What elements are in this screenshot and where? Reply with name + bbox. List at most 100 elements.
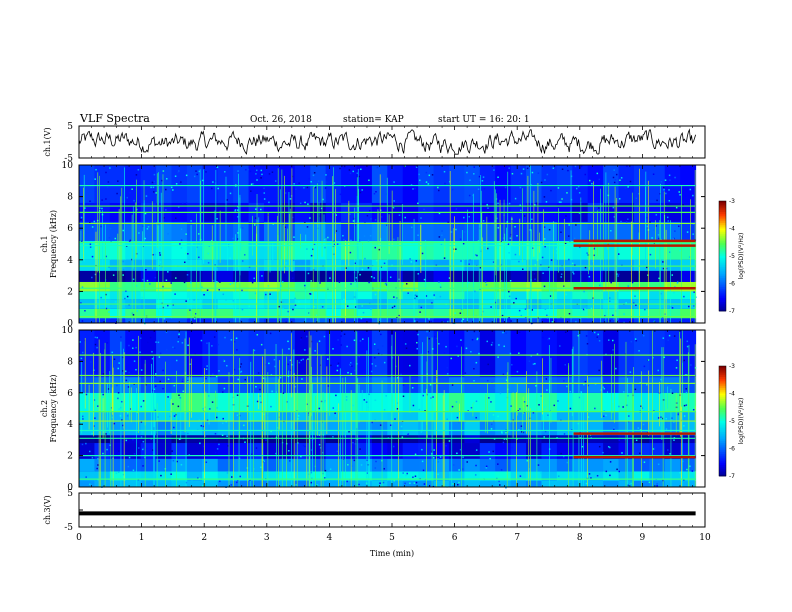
spectrogram-speckle [253,349,256,352]
spectrogram-speckle [281,281,284,283]
spectrogram-speckle [333,243,336,246]
spectrogram-band [109,443,126,459]
spectrogram-speckle [274,365,276,368]
spectrogram-speckle [393,181,395,183]
spectrogram-speckle [572,271,574,273]
spectrogram-band [572,240,589,260]
spectrogram-band [140,259,157,271]
spectrogram-speckle [336,369,339,372]
spectrogram-speckle [488,451,490,453]
spectrogram-band [510,458,527,472]
spectrogram-speckle [629,371,632,373]
spectrogram-speckle [349,431,352,433]
spectrogram-speckle [373,277,375,279]
spectrogram-speckle [318,407,321,410]
spectrogram-band [325,377,342,393]
spectrogram-speckle [570,175,573,178]
spectrogram-band [310,330,327,378]
spectrogram-speckle [239,371,242,373]
spectrogram-speckle [188,454,191,456]
spectrogram-band [464,270,481,282]
spectrogram-speckle [608,297,611,299]
spectrogram-speckle [534,278,536,281]
spectrogram-speckle [374,399,376,401]
spectrogram-speckle [174,293,176,295]
spectrogram-band [156,165,172,203]
spectrogram-speckle [476,338,479,341]
spectrogram-speckle [473,380,475,382]
spectrogram-speckle [132,339,134,341]
spectrogram-speckle [241,308,244,311]
spectrogram-band [371,281,388,292]
spectrogram-band [603,421,620,436]
spectrogram-speckle [80,216,83,219]
spectrogram-speckle [155,341,157,343]
spectrogram-band [263,458,280,472]
spectrogram-speckle [223,387,226,390]
spectrogram-band [294,165,311,203]
spectrogram-speckle [224,171,226,173]
spectrogram-speckle [122,229,124,232]
spectrogram-speckle [468,214,470,216]
spectrogram-speckle [358,240,361,242]
spectrogram-speckle [679,249,681,252]
spectrogram-band [418,281,435,292]
spectrogram-speckle [662,337,665,339]
spectrogram-speckle [684,374,687,376]
spectrogram-speckle [374,467,377,469]
spectrogram-band [263,377,280,393]
spectrogram-band [572,392,589,412]
spectrogram-speckle [474,450,477,453]
spectrogram-speckle [492,414,495,416]
spectrogram-speckle [289,359,292,362]
spectrogram-speckle [524,215,526,217]
spectrogram-speckle [577,422,580,425]
spectrogram-speckle [520,209,522,212]
colorbar-step [719,406,726,409]
spectrogram-speckle [306,186,309,189]
spectrogram-speckle [120,419,123,421]
spectrogram-speckle [409,482,411,484]
spectrogram-speckle [567,169,569,172]
spectrogram-band [310,270,327,282]
spectrogram-band [402,421,419,436]
spectrogram-band [371,435,388,444]
spectrogram-speckle [300,359,303,362]
spectrogram-band [464,480,481,487]
spectrogram-speckle [227,445,229,447]
spectrogram-speckle [571,426,574,429]
spectrogram-band [633,240,650,260]
spectrogram-speckle [490,344,493,346]
spectrogram-band [664,458,681,472]
spectrogram-speckle [348,479,351,481]
spectrogram-band [402,291,419,300]
colorbar-step [719,232,726,235]
spectrogram-speckle [310,471,313,474]
spectrogram-band [603,308,620,319]
spectrogram-speckle [665,417,667,420]
spectrogram-speckle [610,183,612,186]
spectrogram-speckle [350,373,352,375]
spectrogram-speckle [404,343,407,345]
spectrogram-speckle [177,405,180,408]
spectrogram-speckle [463,231,466,233]
spectrogram-speckle [679,472,681,474]
spectrogram-band [371,471,388,481]
spectrogram-speckle [443,170,446,173]
spectrogram-speckle [577,334,580,337]
spectrogram-band [202,480,219,487]
spectrogram-speckle [564,331,567,333]
spectrogram-band [664,318,681,323]
spectrogram-speckle [248,266,251,268]
spectrogram-speckle [249,479,251,481]
spectrogram-speckle [361,268,364,271]
spectrogram-speckle [548,266,550,268]
spectrogram-speckle [177,340,179,343]
spectrogram-speckle [191,243,193,245]
spectrogram-speckle [546,389,548,391]
spectrogram-speckle [270,405,272,408]
spectrogram-speckle [288,348,290,350]
spectrogram-speckle [294,385,297,388]
spectrogram-band [310,165,327,203]
spectrogram-speckle [568,240,571,242]
